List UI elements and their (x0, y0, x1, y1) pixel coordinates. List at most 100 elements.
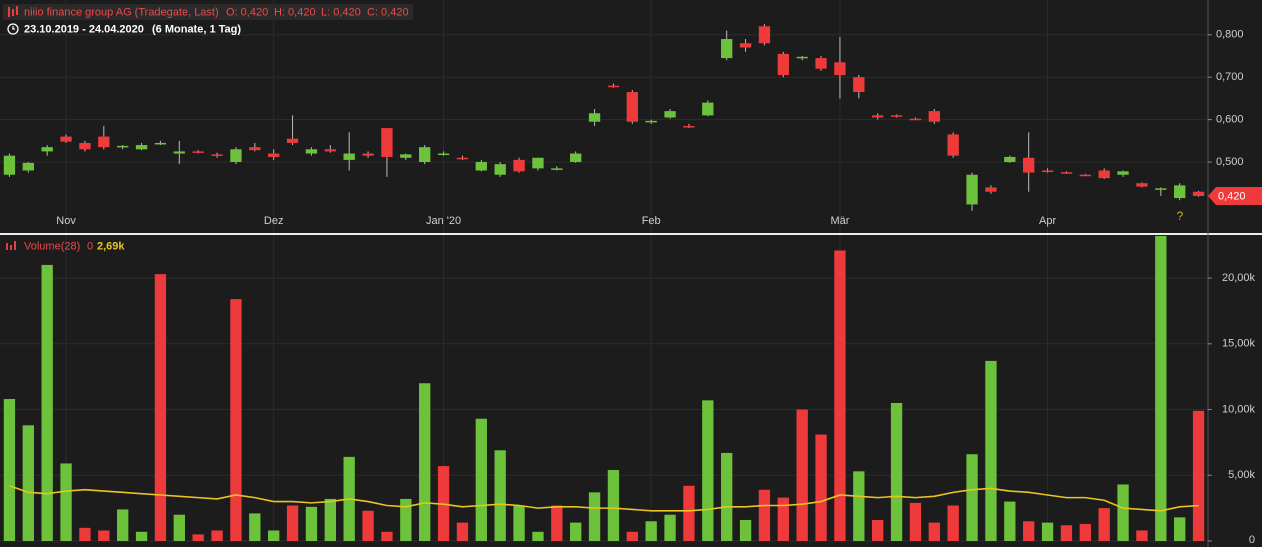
candle-body (1004, 156, 1016, 163)
header-label: C: 0,420 (367, 6, 409, 18)
volume-bar (324, 498, 336, 541)
candle-body (135, 145, 148, 150)
candle-body (3, 155, 16, 175)
candle-body (1060, 172, 1073, 174)
volume-bar (815, 434, 827, 541)
volume-bar (928, 522, 940, 541)
volume-bar (1060, 525, 1073, 541)
volume-bar (1155, 236, 1167, 541)
x-tick-label: Mär (830, 215, 849, 227)
x-tick-label: Nov (56, 215, 76, 227)
header-box (3, 4, 413, 20)
candle-body (1079, 174, 1091, 177)
volume-bar (985, 360, 997, 541)
clock-icon (7, 23, 19, 35)
candle-body (211, 154, 223, 156)
volume-bar (211, 530, 223, 541)
volume-bar (853, 471, 865, 541)
candle-body (98, 136, 110, 148)
volume-bar (532, 531, 544, 541)
volume-bar (154, 274, 167, 541)
candle-body (154, 142, 167, 145)
candle-body (815, 58, 827, 69)
candle-body (532, 157, 544, 169)
candle-icon (12, 9, 14, 16)
y-tick-label: 5,00k (1228, 469, 1255, 481)
candle-body (41, 147, 53, 152)
volume-bar (626, 531, 638, 541)
volume-bar (1041, 522, 1054, 541)
candle-body (909, 118, 922, 121)
volume-bar (400, 498, 412, 541)
volume-bar (607, 470, 620, 541)
candle-body (117, 145, 129, 148)
y-tick-label: 10,00k (1222, 403, 1256, 415)
volume-bar (41, 264, 53, 541)
volume-bar (1174, 517, 1186, 541)
candle-body (79, 142, 91, 150)
volume-bar (1117, 484, 1129, 541)
candle-body (381, 128, 393, 157)
period: (6 Monate, 1 Tag) (152, 23, 241, 35)
y-tick-label: 15,00k (1222, 338, 1256, 350)
volume-bar (758, 489, 771, 541)
volume-bar (796, 409, 808, 541)
candle-body (192, 151, 204, 153)
candle-body (1117, 171, 1129, 175)
volume-bar (739, 519, 752, 541)
volume-bar (79, 527, 91, 541)
volume-bar (135, 531, 148, 541)
volume-bar (834, 250, 846, 541)
candle-body (268, 153, 280, 157)
volume-bar (381, 531, 393, 541)
candle-icon (8, 7, 10, 17)
candle-body (683, 125, 695, 128)
header-label: O: 0,420 (226, 6, 268, 18)
volume-legend: Volume(28) (24, 240, 80, 252)
header-label: L: 0,420 (321, 6, 361, 18)
volume-bar (1136, 530, 1148, 541)
candle-body (966, 174, 978, 205)
candle-body (1155, 188, 1167, 190)
date-range: 23.10.2019 - 24.04.2020 (24, 23, 144, 35)
candle-body (739, 43, 752, 48)
volume-bar (3, 399, 16, 541)
marks (3, 24, 1205, 541)
candle-body (305, 149, 318, 154)
candle-body (607, 85, 620, 88)
candle-body (230, 149, 242, 163)
volume-bar (249, 513, 261, 541)
candle-body (721, 39, 733, 59)
candle-body (853, 77, 865, 93)
candle-body (1174, 185, 1186, 199)
candle-body (22, 162, 34, 171)
x-tick-label: Jan '20 (426, 215, 461, 227)
candle-body (928, 111, 940, 122)
volume-bar (1098, 508, 1110, 541)
volume-bar (588, 492, 601, 541)
volume-legend: 0 (87, 240, 93, 252)
volume-bar (570, 522, 582, 541)
y-tick-label: 0,500 (1216, 156, 1244, 168)
volume-bar (1079, 523, 1091, 541)
volume-bar (1023, 521, 1035, 541)
candle-body (872, 115, 884, 118)
x-tick-label: Dez (264, 215, 284, 227)
volume-bar (683, 485, 695, 541)
volume-bar (664, 514, 676, 541)
marker: ^ (1177, 189, 1183, 203)
last-price-tag (1208, 186, 1262, 205)
candle-body (626, 92, 638, 122)
header-label: H: 0,420 (274, 6, 316, 18)
candle-body (456, 157, 469, 160)
candle-body (777, 53, 789, 76)
candle-body (645, 120, 657, 123)
volume-bar (890, 402, 903, 541)
x-tick-label: Feb (642, 215, 661, 227)
volume-bar (192, 534, 204, 541)
candle-body (1098, 170, 1110, 179)
volume-bar (456, 522, 469, 541)
volume-icon (6, 243, 8, 250)
volume-bar (305, 506, 318, 541)
volume-bar (419, 383, 431, 541)
